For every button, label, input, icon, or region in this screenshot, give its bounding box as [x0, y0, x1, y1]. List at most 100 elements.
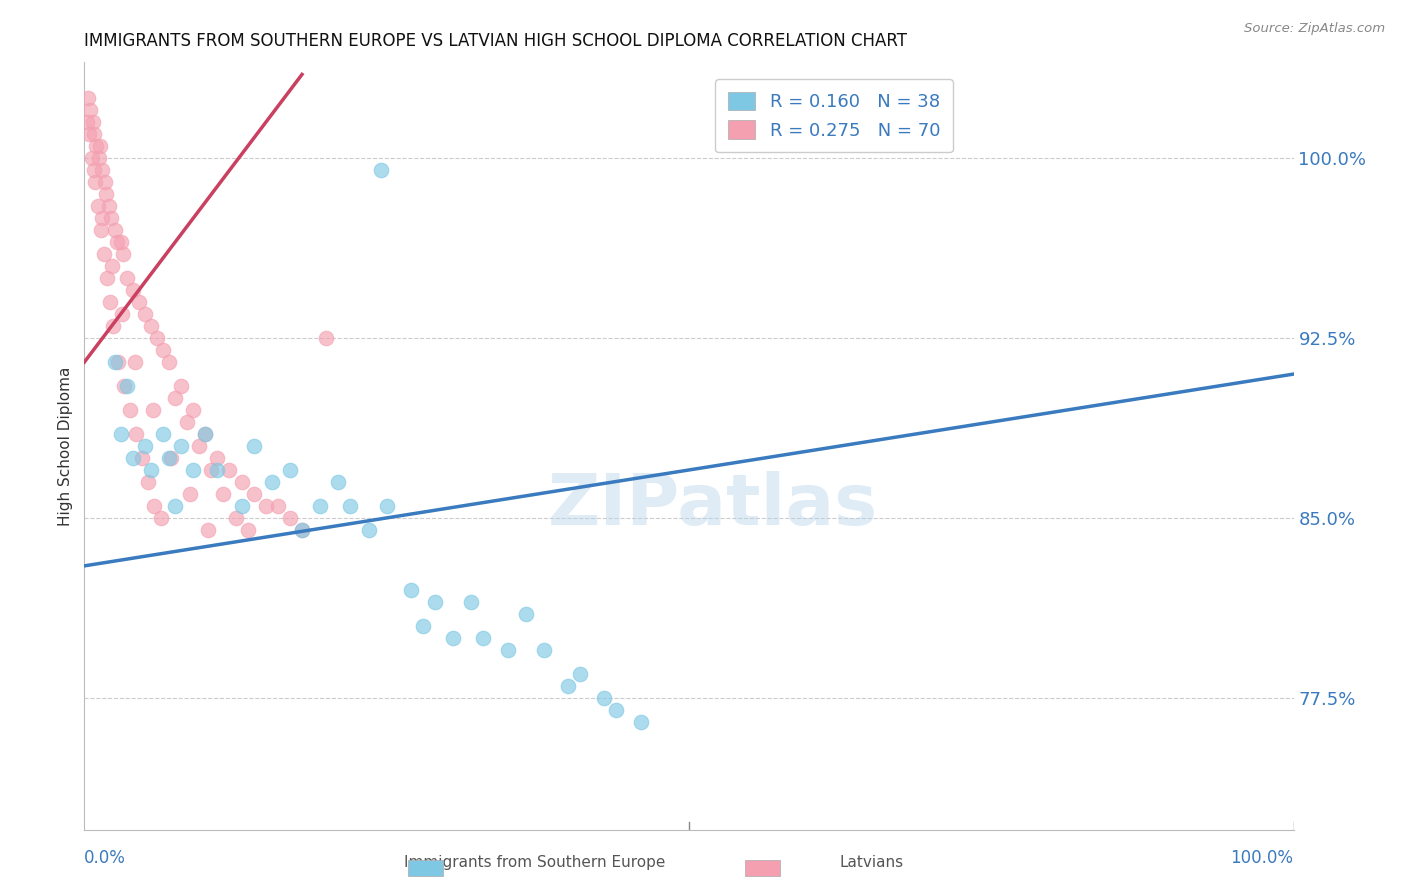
Point: [260, 475, 283, 489]
Point: [101, 259, 124, 273]
Point: [104, 355, 127, 369]
Text: Latvians: Latvians: [839, 855, 904, 870]
Point: [278, 463, 301, 477]
Point: [120, 403, 142, 417]
Point: [569, 666, 592, 681]
Legend: R = 0.160   N = 38, R = 0.275   N = 70: R = 0.160 N = 38, R = 0.275 N = 70: [716, 79, 953, 153]
Point: [188, 439, 211, 453]
Point: [179, 487, 201, 501]
Point: [242, 487, 264, 501]
Point: [146, 331, 169, 345]
Point: [80, 151, 103, 165]
Point: [98, 295, 121, 310]
Point: [86, 139, 108, 153]
Point: [84, 175, 107, 189]
Point: [423, 595, 446, 609]
Point: [254, 499, 277, 513]
Point: [97, 199, 120, 213]
Point: [152, 427, 174, 442]
Point: [76, 115, 98, 129]
Point: [142, 403, 165, 417]
Point: [231, 475, 253, 489]
Point: [176, 415, 198, 429]
Point: [77, 91, 100, 105]
Point: [105, 235, 128, 250]
Point: [357, 523, 380, 537]
Point: [143, 499, 166, 513]
Point: [515, 607, 537, 621]
Point: [139, 319, 162, 334]
Point: [111, 307, 134, 321]
Point: [107, 355, 129, 369]
Point: [115, 379, 138, 393]
Point: [207, 463, 229, 477]
Point: [339, 499, 361, 513]
Point: [104, 223, 127, 237]
Point: [375, 499, 398, 513]
Point: [197, 523, 219, 537]
Point: [112, 379, 135, 393]
Point: [207, 450, 229, 465]
Point: [605, 703, 627, 717]
Point: [165, 499, 187, 513]
Point: [115, 271, 138, 285]
Point: [121, 450, 143, 465]
Point: [128, 295, 150, 310]
Point: [181, 403, 204, 417]
Point: [94, 187, 117, 202]
Point: [496, 642, 519, 657]
Point: [278, 511, 301, 525]
Point: [125, 427, 148, 442]
Point: [96, 271, 118, 285]
Point: [112, 247, 135, 261]
Point: [533, 642, 555, 657]
Point: [87, 151, 110, 165]
Point: [83, 128, 105, 142]
Point: [370, 163, 392, 178]
Text: 100.0%: 100.0%: [1230, 848, 1294, 867]
Point: [315, 331, 337, 345]
Point: [472, 631, 495, 645]
Point: [412, 619, 434, 633]
Text: ZIPatlas: ZIPatlas: [548, 472, 879, 541]
Point: [160, 450, 183, 465]
Point: [91, 211, 114, 226]
Point: [194, 427, 217, 442]
Point: [124, 355, 146, 369]
Point: [212, 487, 235, 501]
Point: [399, 582, 422, 597]
Point: [460, 595, 482, 609]
Text: Immigrants from Southern Europe: Immigrants from Southern Europe: [404, 855, 665, 870]
Point: [90, 223, 112, 237]
Point: [267, 499, 290, 513]
Point: [291, 523, 314, 537]
Point: [194, 427, 217, 442]
Point: [110, 427, 132, 442]
Text: 0.0%: 0.0%: [84, 848, 127, 867]
Text: Source: ZipAtlas.com: Source: ZipAtlas.com: [1244, 22, 1385, 36]
Point: [225, 511, 247, 525]
Point: [77, 128, 100, 142]
Point: [86, 199, 108, 213]
Point: [441, 631, 464, 645]
Point: [152, 343, 174, 357]
Point: [557, 679, 579, 693]
Point: [181, 463, 204, 477]
Point: [309, 499, 332, 513]
Point: [236, 523, 259, 537]
Point: [157, 355, 180, 369]
Point: [138, 475, 160, 489]
Point: [170, 439, 193, 453]
Point: [291, 523, 314, 537]
Point: [157, 450, 180, 465]
Point: [94, 175, 117, 189]
Point: [91, 163, 114, 178]
Point: [231, 499, 253, 513]
Point: [131, 450, 153, 465]
Point: [149, 511, 172, 525]
Point: [100, 211, 122, 226]
Point: [139, 463, 162, 477]
Text: IMMIGRANTS FROM SOUTHERN EUROPE VS LATVIAN HIGH SCHOOL DIPLOMA CORRELATION CHART: IMMIGRANTS FROM SOUTHERN EUROPE VS LATVI…: [84, 32, 907, 50]
Point: [165, 391, 187, 405]
Point: [79, 103, 101, 118]
